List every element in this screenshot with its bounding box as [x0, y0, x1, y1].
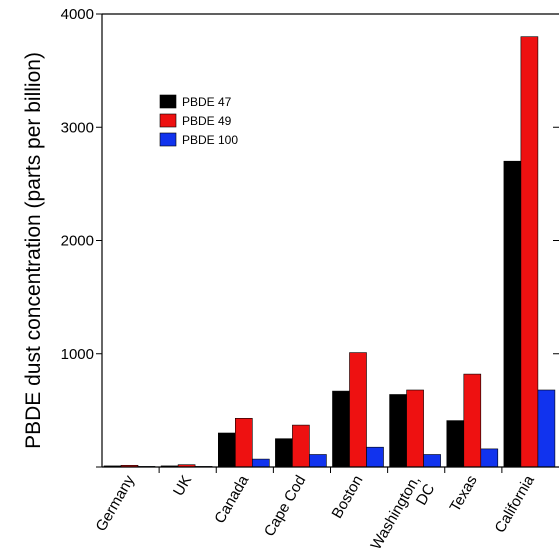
x-tick-label: Texas [446, 473, 480, 515]
x-tick-label: Cape Cod [261, 473, 309, 540]
bar-pbde-49-boston [349, 352, 367, 468]
bar-pbde-100-boston [366, 446, 384, 468]
bar-pbde-49-washington-dc [406, 389, 424, 468]
bar-pbde-100-washington-dc [423, 454, 441, 468]
x-tick-label: Boston [328, 473, 366, 522]
y-ticks-group: 1000 2000 3000 4000 [61, 6, 559, 468]
bar-pbde-49-texas [463, 373, 482, 468]
bar-pbde-100-texas [480, 448, 499, 468]
y-axis-label: PBDE dust concentration (parts per billi… [22, 52, 45, 449]
bar-pbde-100-california [537, 389, 556, 468]
x-tick-label: Canada [211, 472, 252, 527]
legend-swatch [159, 94, 177, 109]
bar-pbde-47-washington-dc [389, 394, 407, 468]
y-tick-label: 2000 [61, 233, 94, 250]
y-tick-label: 3000 [61, 119, 94, 136]
axes-group [101, 13, 559, 473]
legend-label: PBDE 49 [182, 114, 232, 128]
bar-pbde-47-texas [446, 420, 465, 468]
bar-pbde-100-canada [252, 458, 270, 468]
bar-pbde-47-canada [218, 432, 236, 468]
y-tick-label: 4000 [61, 6, 94, 23]
legend-label: PBDE 47 [182, 95, 232, 109]
y-tick-label: 1000 [61, 346, 94, 363]
bar-pbde-49-cape-cod [292, 424, 310, 468]
x-tick-label: California [491, 472, 538, 536]
bar-pbde-47-boston [332, 390, 350, 468]
legend-label: PBDE 100 [182, 133, 238, 147]
bar-pbde-49-california [520, 36, 539, 468]
legend-swatch [159, 113, 177, 128]
bar-pbde-47-california [503, 160, 522, 468]
legend: PBDE 47 PBDE 49 PBDE 100 [159, 94, 238, 147]
x-tick-label: Germany [92, 472, 138, 534]
bar-pbde-49-canada [235, 417, 253, 468]
x-tick-label: UK [170, 473, 195, 500]
x-labels-group: Germany UK Canada Cape Cod Boston Washington,… [92, 472, 538, 555]
legend-swatch [159, 132, 177, 147]
bar-pbde-47-cape-cod [275, 438, 293, 468]
bar-pbde-100-cape-cod [309, 454, 327, 468]
bars-group [103, 36, 556, 468]
x-tick-label: Washington,DC [368, 472, 439, 555]
